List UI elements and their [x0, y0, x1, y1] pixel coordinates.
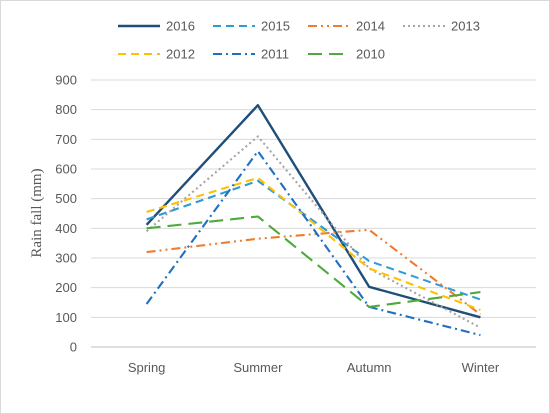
legend-label-2013: 2013 — [451, 19, 480, 34]
y-tick-label: 500 — [55, 191, 77, 206]
legend-label-2014: 2014 — [356, 19, 385, 34]
series-line-2011 — [145, 150, 481, 337]
y-tick-label: 200 — [55, 280, 77, 295]
gridlines — [91, 79, 536, 348]
series-line-2013 — [145, 135, 481, 329]
legend-label-2015: 2015 — [261, 19, 290, 34]
x-tick-label: Autumn — [347, 360, 392, 375]
y-tick-label: 600 — [55, 162, 77, 177]
series-line-2014 — [146, 228, 482, 316]
y-tick-label: 800 — [55, 102, 77, 117]
x-tick-label: Summer — [233, 360, 283, 375]
y-tick-label: 900 — [55, 73, 77, 88]
y-tick-label: 700 — [55, 132, 77, 147]
y-axis-label: Rain fall (mm) — [29, 168, 45, 257]
y-tick-label: 300 — [55, 251, 77, 266]
y-tick-label: 0 — [70, 340, 77, 355]
series-line-2015 — [146, 179, 481, 301]
y-tick-label: 100 — [55, 310, 77, 325]
series-line-2010 — [146, 215, 481, 308]
series-line-2016 — [145, 103, 481, 319]
legend-label-2016: 2016 — [166, 19, 195, 34]
legend-label-2011: 2011 — [261, 47, 289, 62]
legend-label-2012: 2012 — [166, 47, 195, 62]
y-tick-label: 400 — [55, 221, 77, 236]
x-axis-ticks: Spring Summer Autumn Winter — [128, 360, 500, 375]
x-tick-label: Spring — [128, 360, 166, 375]
series-line-2012 — [146, 176, 481, 311]
y-axis-ticks: 0 100 200 300 400 500 600 700 800 900 — [55, 73, 77, 355]
x-tick-label: Winter — [462, 360, 500, 375]
series-lines — [145, 103, 482, 337]
legend-label-2010: 2010 — [356, 47, 385, 62]
legend: 2016 2015 2014 2013 2012 2011 2010 — [118, 19, 480, 62]
